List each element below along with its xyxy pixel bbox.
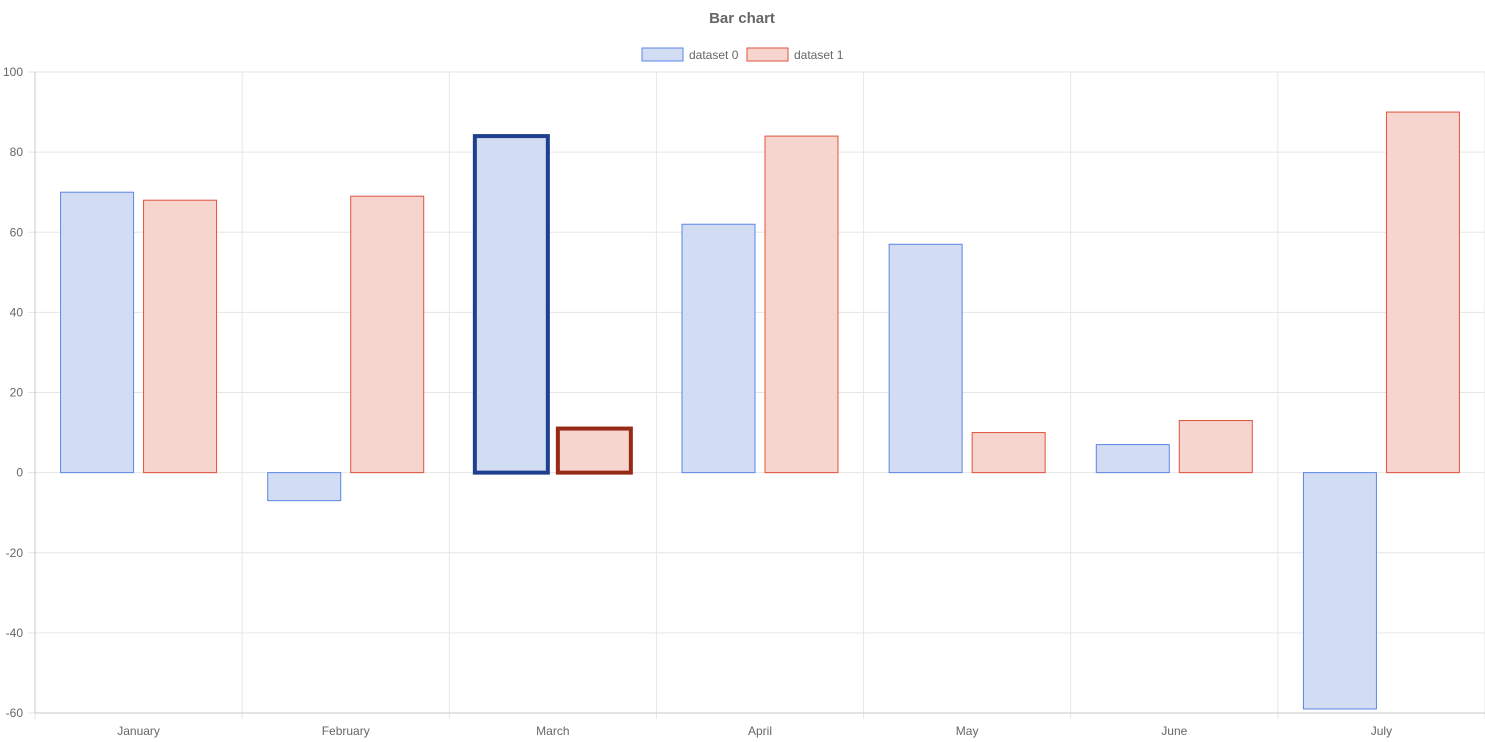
y-tick-label: 40	[10, 305, 24, 319]
x-tick-label-january: January	[117, 724, 160, 738]
grid-lines	[28, 71, 1485, 719]
axes	[34, 72, 1485, 714]
legend-swatch-dataset-0	[641, 47, 684, 62]
bar-july-dataset-1[interactable]	[1385, 111, 1460, 474]
legend-label-dataset-1: dataset 1	[794, 48, 844, 62]
bar-june-dataset-1[interactable]	[1178, 420, 1253, 474]
bar-january-dataset-1[interactable]	[143, 199, 218, 474]
bar-january-dataset-0[interactable]	[60, 191, 135, 474]
x-tick-label-july: July	[1371, 724, 1392, 738]
x-tick-label-june: June	[1161, 724, 1187, 738]
bars	[60, 111, 1460, 710]
bar-april-dataset-1[interactable]	[764, 135, 839, 474]
bar-june-dataset-0[interactable]	[1095, 444, 1170, 474]
x-tick-label-march: March	[536, 724, 569, 738]
y-tick-label: 80	[10, 145, 24, 159]
bar-may-dataset-0[interactable]	[888, 243, 963, 474]
y-axis-tick-labels: 100 80 60 40 20 0 -20 -40 -60	[3, 65, 23, 720]
legend-item-dataset-0[interactable]: dataset 0	[641, 47, 739, 62]
legend-label-dataset-0: dataset 0	[689, 48, 739, 62]
legend: dataset 0 dataset 1	[641, 47, 844, 62]
x-tick-label-may: May	[956, 724, 979, 738]
y-tick-label: 100	[3, 65, 23, 79]
bar-april-dataset-0[interactable]	[681, 223, 756, 474]
bar-may-dataset-1[interactable]	[971, 432, 1046, 474]
y-tick-label: -20	[6, 546, 24, 560]
y-tick-label: 0	[16, 466, 23, 480]
legend-item-dataset-1[interactable]: dataset 1	[746, 47, 844, 62]
y-tick-label: 60	[10, 225, 24, 239]
bar-february-dataset-1[interactable]	[350, 195, 425, 474]
x-tick-label-february: February	[322, 724, 370, 738]
bar-march-dataset-0[interactable]	[472, 134, 550, 475]
y-tick-label: -40	[6, 626, 24, 640]
x-tick-label-april: April	[748, 724, 772, 738]
y-tick-label: 20	[10, 386, 24, 400]
y-tick-label: -60	[6, 706, 24, 720]
x-axis-tick-labels: January February March April May June July	[117, 724, 1392, 738]
bar-march-dataset-1[interactable]	[555, 426, 633, 475]
bar-july-dataset-0[interactable]	[1302, 472, 1377, 710]
bar-february-dataset-0[interactable]	[267, 472, 342, 502]
chart-title: Bar chart	[709, 10, 775, 27]
legend-swatch-dataset-1	[746, 47, 789, 62]
